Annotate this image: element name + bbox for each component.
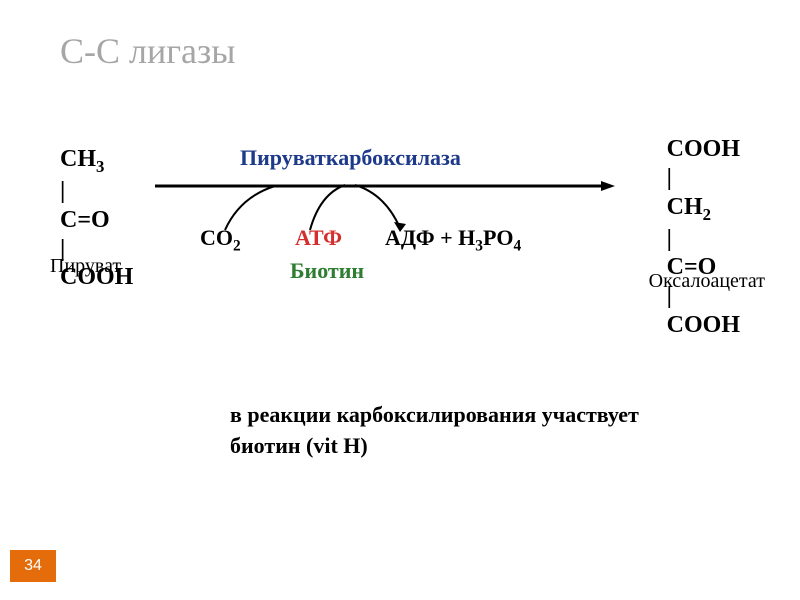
adp-label: АДФ + H3PO4 <box>385 225 521 255</box>
caption-text: в реакции карбоксилирования участвует би… <box>230 400 670 462</box>
slide: С-С лигазы CH3 | C=O | COOH Пируват Пиру… <box>0 0 800 600</box>
atp-label: АТФ <box>295 225 342 251</box>
enzyme-name: Пируваткарбоксилаза <box>240 145 461 171</box>
product-formula: COOH | CH2 | C=O | COOH <box>667 135 740 340</box>
page-number-badge: 34 <box>10 550 56 582</box>
co2-label: CO2 <box>200 225 241 255</box>
biotin-label: Биотин <box>290 258 364 284</box>
product-label: Оксалоацетат <box>649 270 765 293</box>
substrate-label: Пируват <box>50 255 121 278</box>
page-number: 34 <box>24 557 42 575</box>
slide-title: С-С лигазы <box>60 30 760 72</box>
reaction-diagram: CH3 | C=O | COOH Пируват Пируваткарбокси… <box>60 140 740 360</box>
